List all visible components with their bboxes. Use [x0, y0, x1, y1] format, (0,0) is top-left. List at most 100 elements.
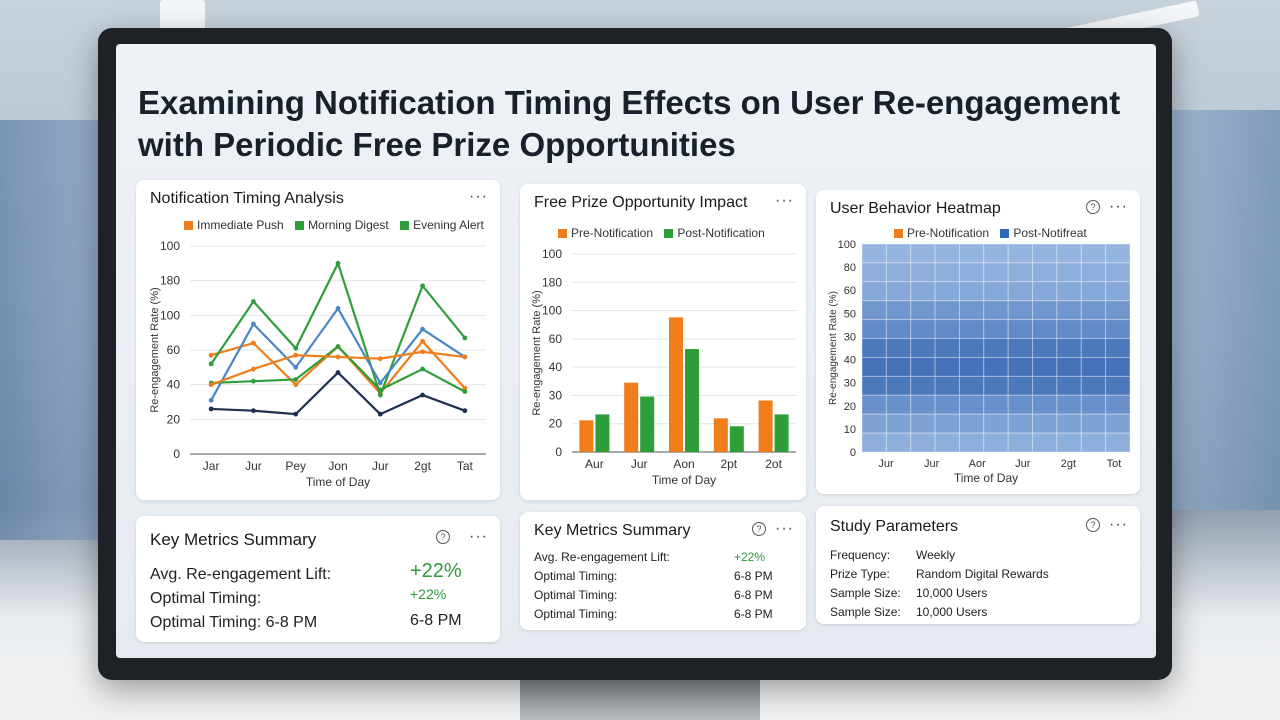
- heatmap-cell: [861, 413, 887, 434]
- heatmap-cell: [983, 243, 1009, 264]
- more-dots-icon[interactable]: ···: [775, 192, 794, 209]
- data-point: [377, 380, 383, 386]
- heatmap-cell: [885, 338, 912, 358]
- help-circle-icon[interactable]: ?: [1086, 518, 1100, 532]
- help-circle-icon[interactable]: ?: [436, 530, 450, 544]
- y-tick-label: 100: [542, 247, 562, 261]
- more-dots-icon[interactable]: ···: [1109, 516, 1128, 533]
- heatmap-cell: [1056, 356, 1082, 377]
- heatmap-cell: [934, 319, 960, 340]
- heatmap-cell: [934, 338, 960, 358]
- more-dots-icon[interactable]: ···: [775, 520, 794, 537]
- heatmap-cell: [1032, 319, 1058, 340]
- heatmap-cell: [1056, 262, 1082, 283]
- bar: [669, 317, 683, 452]
- heatmap-cell: [983, 300, 1009, 321]
- x-tick-label: Jur: [1015, 458, 1031, 470]
- parameter-row: Sample Size: 10,000 Users: [830, 586, 1126, 605]
- heatmap-cell: [1007, 413, 1034, 434]
- key-metrics-panel: Key Metrics Summary ? ··· Avg. Re-engage…: [136, 516, 500, 642]
- heatmap-cell: [861, 281, 887, 302]
- data-point: [377, 411, 383, 417]
- heatmap-cell: [958, 319, 985, 340]
- data-point: [420, 338, 425, 344]
- y-tick-label: 0: [555, 445, 562, 459]
- more-dots-icon[interactable]: ···: [469, 528, 488, 545]
- x-tick-label: Jur: [372, 459, 389, 473]
- heatmap-cell: [885, 243, 912, 264]
- legend-label: Evening Alert: [413, 218, 484, 232]
- y-tick-label: 100: [160, 308, 180, 322]
- heatmap-cell: [958, 243, 985, 264]
- data-point: [293, 382, 299, 388]
- data-point: [462, 385, 468, 391]
- more-dots-icon[interactable]: ···: [469, 188, 488, 205]
- heatmap-cell: [1032, 432, 1058, 453]
- heatmap-cell: [934, 375, 960, 396]
- legend-label: Pre-Notification: [907, 226, 990, 240]
- heatmap-cell: [861, 319, 887, 340]
- metric-label: Optimal Timing: 6-8 PM: [150, 614, 318, 631]
- heatmap-cell: [1056, 413, 1082, 434]
- legend-label: Morning Digest: [308, 218, 389, 232]
- metric-value: 6-8 PM: [734, 569, 773, 583]
- metric-label: Avg. Re-engagement Lift:: [150, 566, 332, 583]
- data-point: [462, 335, 468, 341]
- heatmap-cell: [910, 338, 936, 358]
- heatmap-cell: [885, 394, 912, 415]
- panel-title: Key Metrics Summary: [150, 530, 317, 549]
- line-chart: 100 180 100 60 40 20 0 Jar Jur Pey Jon Jur 2gt Tat Tim…: [149, 239, 486, 489]
- help-circle-icon[interactable]: ?: [752, 522, 766, 536]
- help-circle-icon[interactable]: ?: [1086, 200, 1100, 214]
- heatmap-cell: [1007, 375, 1034, 396]
- heatmap-cell: [1007, 262, 1034, 283]
- heatmap-cell: [934, 300, 960, 321]
- more-dots-icon[interactable]: ···: [1109, 198, 1128, 215]
- series-line: [210, 306, 466, 401]
- y-tick-label: 100: [542, 304, 562, 318]
- y-axis-title: Re-engagement Rate (%): [531, 290, 543, 415]
- study-parameters-panel: Study Parameters ? ··· Frequency: Weekly…: [816, 506, 1140, 624]
- metric-label: Optimal Timing:: [150, 590, 262, 607]
- heatmap-cell: [934, 281, 960, 302]
- heatmap-cell: [983, 356, 1009, 377]
- data-point: [377, 356, 383, 362]
- data-point: [208, 397, 214, 403]
- heatmap-cell: [910, 319, 936, 340]
- chart-legend: Immediate Push Morning Digest Evening Al…: [176, 218, 484, 232]
- metrics-list: Avg. Re-engagement Lift: +22% Optimal Ti…: [150, 560, 486, 638]
- heatmap-cell: [1105, 243, 1131, 264]
- heatmap-cell: [1105, 262, 1131, 283]
- heatmap-cell: [861, 432, 887, 453]
- heatmap-cell: [861, 394, 887, 415]
- data-point: [420, 392, 425, 398]
- y-tick-label: 40: [549, 360, 563, 374]
- series-line: [210, 339, 466, 396]
- metric-value: 6-8 PM: [734, 607, 773, 621]
- y-tick-label: 80: [844, 262, 856, 274]
- panel-title: Free Prize Opportunity Impact: [534, 194, 748, 211]
- heatmap-cell: [958, 281, 985, 302]
- heatmap-cell: [861, 300, 887, 321]
- parameter-row: Prize Type: Random Digital Rewards: [830, 567, 1126, 586]
- data-point: [251, 408, 256, 414]
- heatmap-cell: [983, 338, 1009, 358]
- metrics-list: Avg. Re-engagement Lift: +22% Optimal Ti…: [534, 550, 792, 626]
- metric-row: Optimal Timing: 6-8 PM: [534, 588, 792, 607]
- y-axis-title: Re-engagement Rate (%): [149, 287, 161, 412]
- heatmap-cell: [934, 356, 960, 377]
- metric-label: Optimal Timing:: [534, 569, 618, 583]
- x-axis-title: Time of Day: [652, 473, 716, 487]
- heatmap-cell: [1080, 413, 1107, 434]
- legend-swatch: [184, 221, 193, 231]
- parameter-row: Sample Size: 10,000 Users: [830, 605, 1126, 624]
- y-tick-label: 60: [549, 332, 563, 346]
- data-point: [208, 361, 214, 367]
- data-point: [462, 408, 468, 414]
- x-tick-label: Jur: [878, 458, 894, 470]
- y-tick-label: 40: [844, 355, 856, 367]
- y-tick-label: 30: [844, 331, 856, 343]
- heatmap-cell: [1105, 375, 1131, 396]
- parameter-label: Sample Size:: [830, 586, 901, 600]
